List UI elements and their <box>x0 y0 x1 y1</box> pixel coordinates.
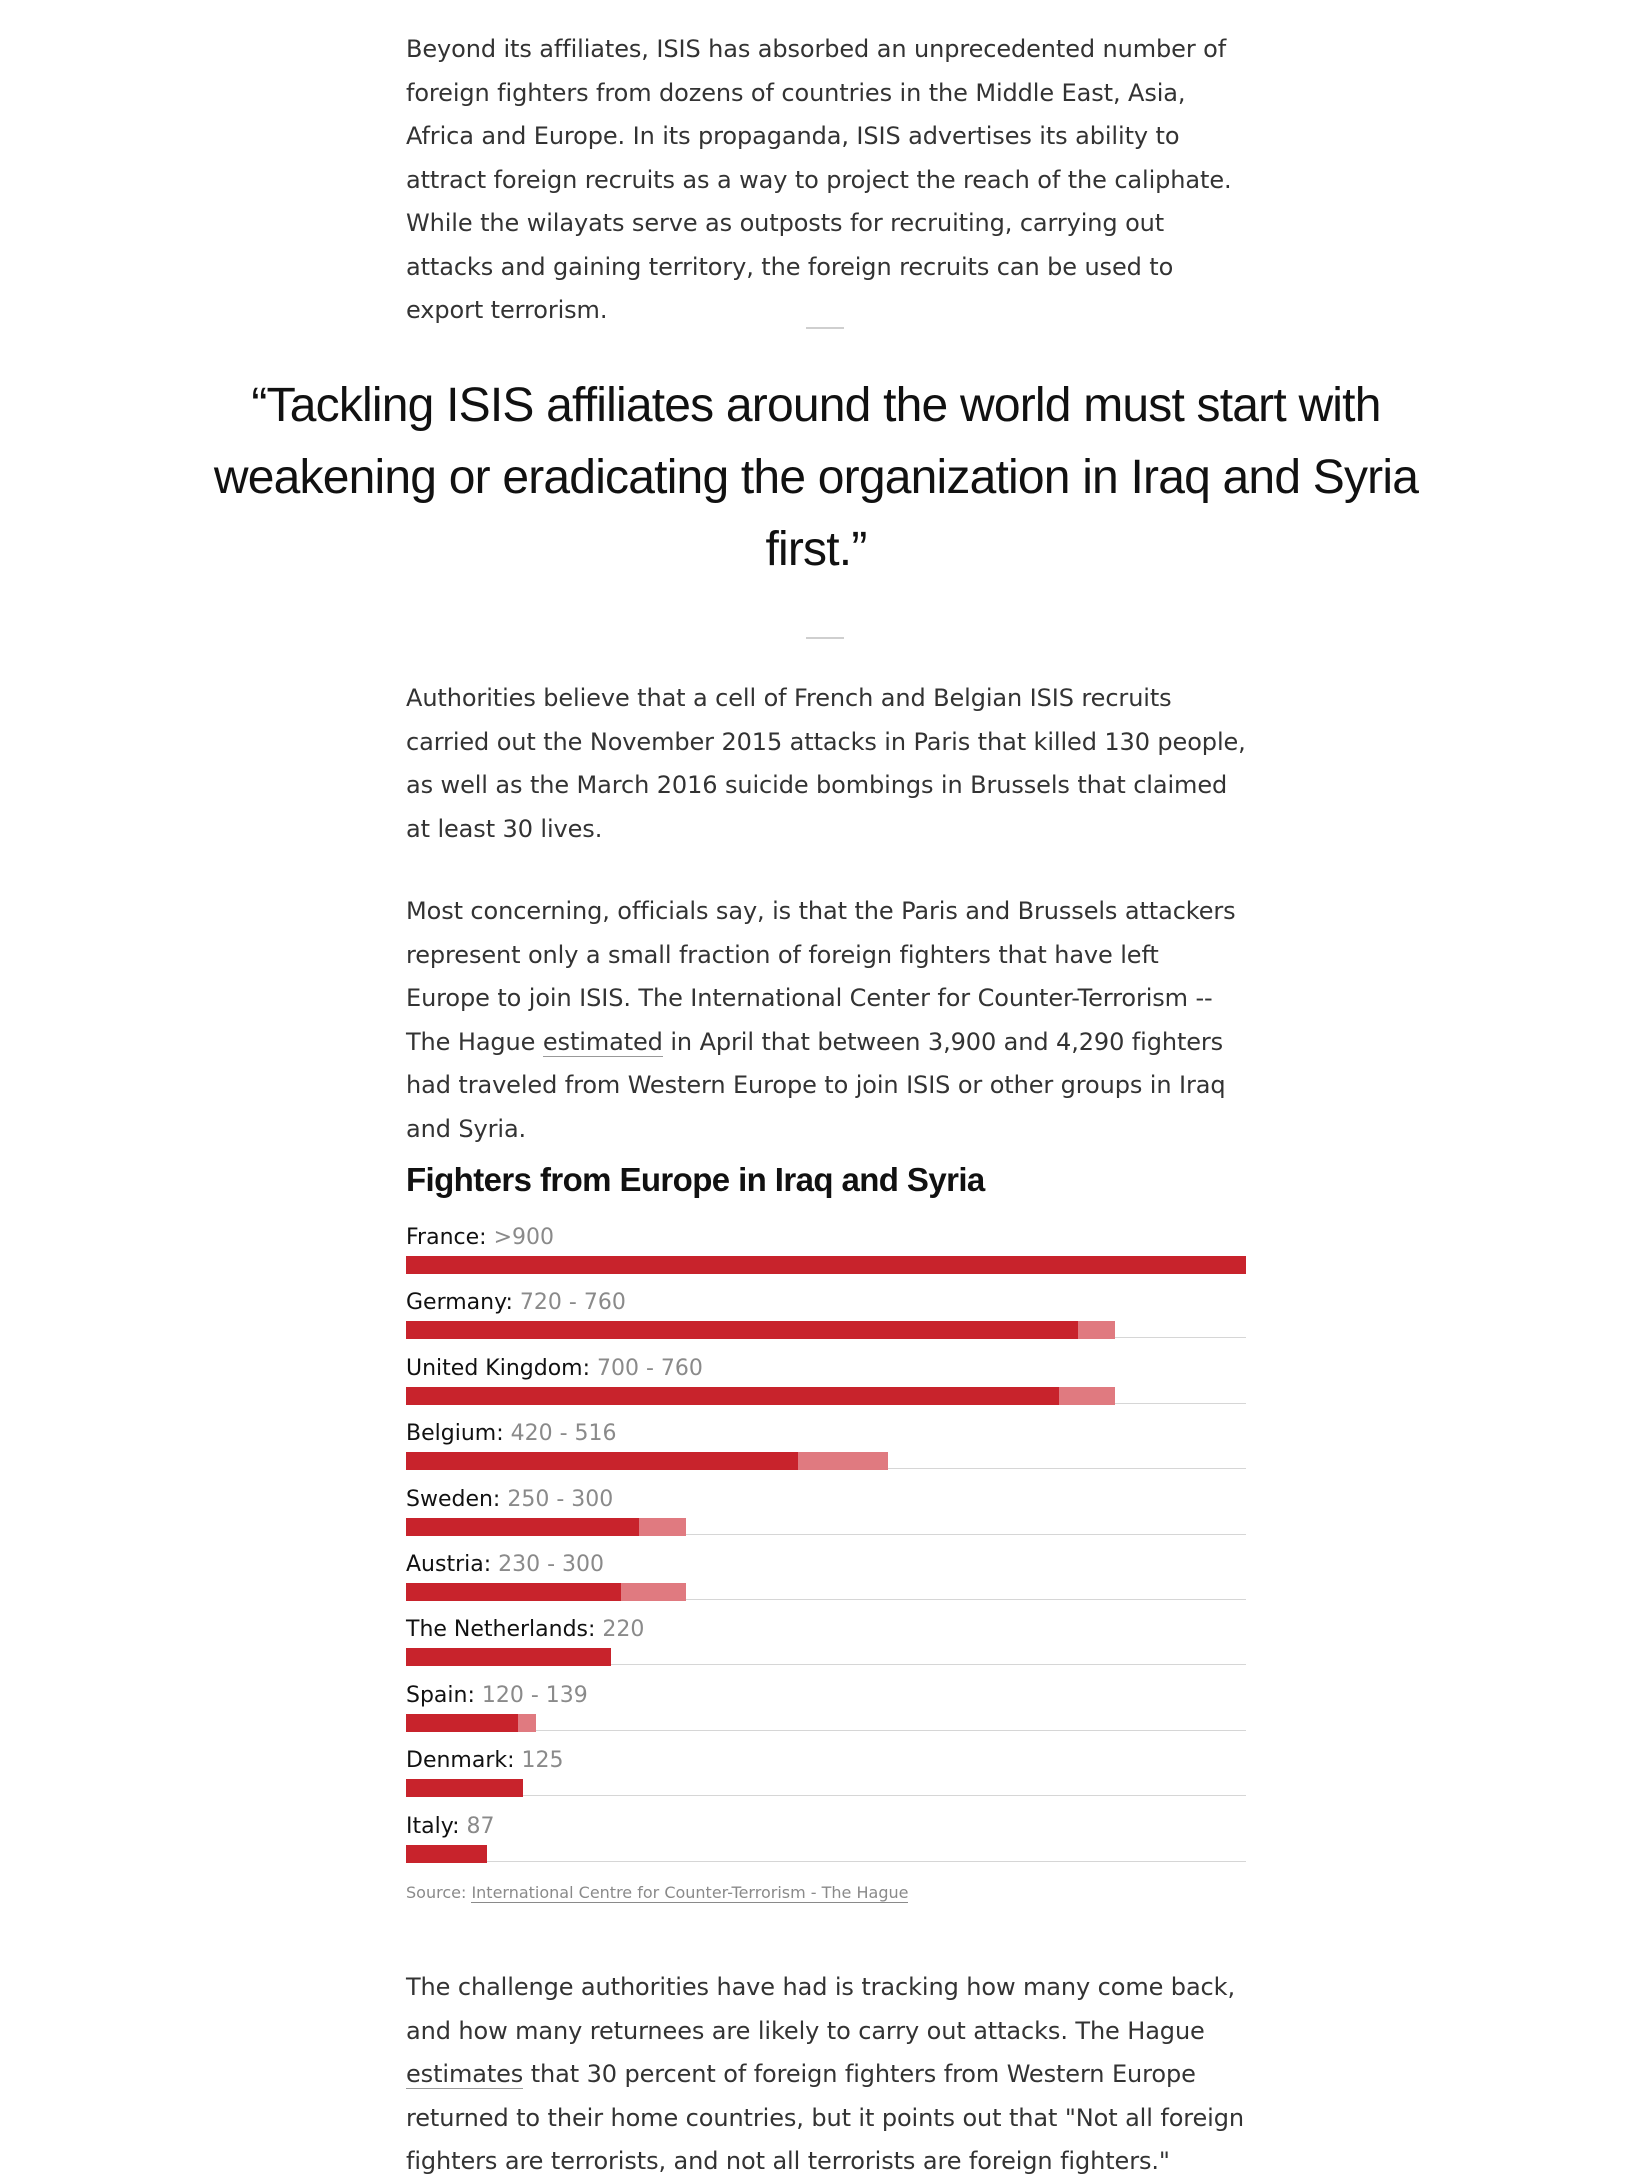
bar-baseline <box>406 1533 1246 1535</box>
paragraph-block-4: The challenge authorities have had is tr… <box>406 1966 1246 2184</box>
bar-baseline <box>406 1599 1246 1600</box>
bar-min-spain <box>406 1713 518 1732</box>
paragraph-text: The challenge authorities have had is tr… <box>406 1973 1235 2045</box>
category-label: Denmark: <box>406 1748 522 1774</box>
value-label: 230 - 300 <box>498 1552 605 1577</box>
bar-min-austria <box>406 1583 621 1601</box>
paragraph-authorities: Authorities believe that a cell of Frenc… <box>406 684 1246 843</box>
value-label: 420 - 516 <box>510 1421 617 1447</box>
bar-baseline <box>406 1795 1246 1797</box>
chart-row: Belgium: 420 - 516 <box>406 1414 1246 1479</box>
paragraph-text: Most concerning, officials say, is that … <box>406 897 1236 1056</box>
chart-source: Source: International Centre for Counter… <box>406 1882 909 1904</box>
chart-row: United Kingdom: 700 - 760 <box>406 1349 1246 1414</box>
bar-min-united-kingdom <box>406 1386 1060 1405</box>
bar-label: Belgium: 420 - 516 <box>406 1420 617 1448</box>
bar-baseline <box>406 1729 1246 1731</box>
bar-label: United Kingdom: 700 - 760 <box>406 1355 703 1383</box>
paragraph-concerning: Most concerning, officials say, is that … <box>406 890 1246 1151</box>
intro-paragraph: Beyond its affiliates, ISIS has absorbed… <box>406 28 1246 333</box>
source-link[interactable]: International Centre for Counter-Terrori… <box>471 1883 909 1903</box>
paragraph-affiliates: Beyond its affiliates, ISIS has absorbed… <box>406 35 1232 324</box>
bar-baseline <box>406 1860 1246 1862</box>
value-label: 220 <box>602 1617 645 1643</box>
value-label: 87 <box>466 1813 495 1839</box>
chart-row: Italy: 87 <box>406 1807 1246 1872</box>
category-label: United Kingdom: <box>406 1355 597 1381</box>
paragraph-challenge: The challenge authorities have had is tr… <box>406 1966 1246 2184</box>
chart-row: Austria: 230 - 300 <box>406 1545 1246 1610</box>
chart-row: Denmark: 125 <box>406 1741 1246 1806</box>
value-label: 250 - 300 <box>507 1486 614 1512</box>
bar-min-sweden <box>406 1517 640 1536</box>
chart-title: Fighters from Europe in Iraq and Syria <box>406 1161 985 1198</box>
bar-label: Germany: 720 - 760 <box>406 1289 626 1317</box>
bar-min-germany <box>406 1321 1078 1340</box>
source-label: Source: <box>406 1883 472 1902</box>
paragraph-block-2: Authorities believe that a cell of Frenc… <box>406 677 1246 851</box>
category-label: Spain: <box>406 1682 482 1708</box>
category-label: Sweden: <box>406 1486 508 1512</box>
value-label: 700 - 760 <box>597 1355 703 1381</box>
value-label: 125 <box>521 1748 564 1774</box>
paragraph-block-3: Most concerning, officials say, is that … <box>406 890 1246 1151</box>
quote-divider-bottom <box>806 637 844 639</box>
bar-label: The Netherlands: 220 <box>406 1616 644 1644</box>
estimated-link[interactable]: estimated <box>542 1027 663 1057</box>
category-label: Belgium: <box>406 1421 511 1447</box>
value-label: >900 <box>493 1225 554 1250</box>
paragraph-text: in April that between 3,900 and 4,290 fi… <box>406 1027 1226 1143</box>
quote-divider-top <box>806 327 844 329</box>
pull-quote: “Tackling ISIS affiliates around the wor… <box>213 379 1419 576</box>
bar-min-belgium <box>406 1452 798 1471</box>
bar-min-italy <box>406 1844 488 1863</box>
value-label: 720 - 760 <box>519 1290 626 1316</box>
chart-row: The Netherlands: 220 <box>406 1610 1246 1675</box>
bar-label: Sweden: 250 - 300 <box>406 1486 613 1514</box>
category-label: France: <box>406 1225 494 1250</box>
category-label: Italy: <box>406 1813 467 1839</box>
paragraph-text: that 30 percent of foreign fighters from… <box>406 2060 1244 2175</box>
bar-min-france <box>406 1256 1246 1274</box>
bar-label: Spain: 120 - 139 <box>406 1682 588 1710</box>
category-label: Germany: <box>406 1290 520 1316</box>
fighters-bar-chart: France: >900 Germany: 720 - 760 United Kin… <box>406 1218 1246 1868</box>
bar-label: Denmark: 125 <box>406 1747 564 1775</box>
bar-label: France: >900 <box>406 1224 554 1252</box>
estimates-link[interactable]: estimates <box>406 2060 524 2089</box>
chart-row: France: >900 <box>406 1218 1246 1283</box>
bar-min-the-netherlands <box>406 1648 612 1667</box>
bar-label: Italy: 87 <box>406 1813 495 1841</box>
chart-row: Spain: 120 - 139 <box>406 1676 1246 1741</box>
bar-min-denmark <box>406 1779 523 1798</box>
chart-row: Sweden: 250 - 300 <box>406 1480 1246 1545</box>
chart-row: Germany: 720 - 760 <box>406 1283 1246 1348</box>
value-label: 120 - 139 <box>481 1682 588 1708</box>
bar-baseline <box>406 1664 1246 1666</box>
category-label: The Netherlands: <box>406 1617 603 1643</box>
bar-label: Austria: 230 - 300 <box>406 1551 604 1579</box>
category-label: Austria: <box>406 1552 499 1577</box>
